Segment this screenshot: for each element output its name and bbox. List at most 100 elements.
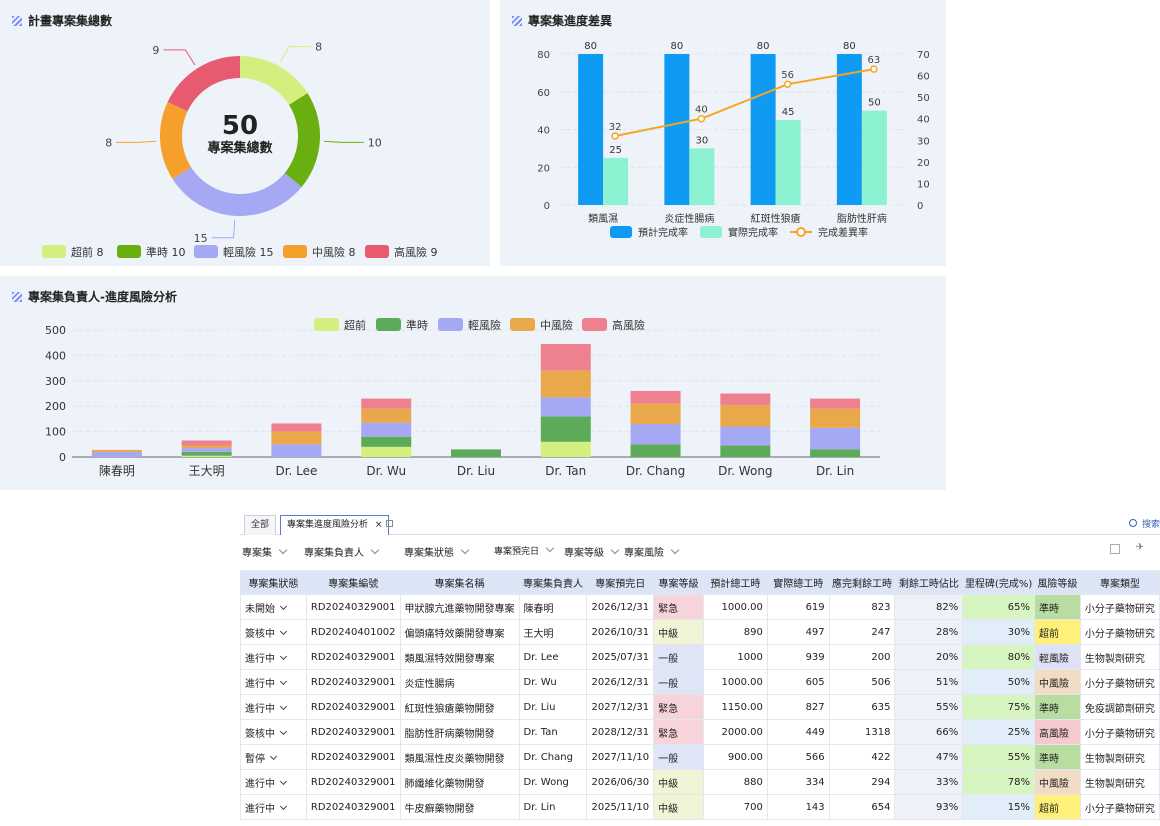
legend-swatch[interactable] [117,245,141,258]
table-row[interactable]: 未開始 RD20240329001 甲狀腺亢進藥物開發專案 陳春明 2026/12/31… [240,594,1160,620]
legend-swatch[interactable] [610,226,632,238]
table-row[interactable]: 進行中 RD20240329001 類風濕特效開發專案 Dr. Lee 2025/07/… [240,644,1160,670]
stack-segment-2[interactable] [540,397,591,417]
legend-swatch[interactable] [283,245,307,258]
chevron-down-icon[interactable] [279,627,288,635]
chevron-down-icon[interactable] [279,727,288,735]
table-row[interactable]: 簽核中 RD20240329001 脂肪性肝病藥物開發 Dr. Tan 2028/12/… [240,719,1160,745]
column-header[interactable]: 預計總工時 [702,570,768,595]
legend-swatch[interactable] [194,245,218,258]
stack-segment-3[interactable] [361,408,412,423]
donut-slice-4[interactable] [167,56,240,112]
filter-risk[interactable]: 專案風險 [624,544,680,559]
close-icon[interactable]: × [374,520,383,530]
stack-segment-0[interactable] [181,455,232,457]
column-header[interactable]: 剩餘工時佔比 [894,570,964,595]
tab-all[interactable]: 全部 [244,515,277,535]
table-row[interactable]: 進行中 RD20240329001 紅斑性狼瘡藥物開發 Dr. Liu 2027/12/… [240,694,1160,720]
search-button[interactable]: 搜索 [1129,517,1160,530]
bar-1[interactable] [603,157,629,205]
column-header[interactable]: 專案集名稱 [399,570,520,595]
stack-segment-4[interactable] [810,398,861,409]
stack-segment-3[interactable] [540,370,591,398]
stack-segment-2[interactable] [361,422,412,437]
line-point[interactable] [611,132,619,140]
chevron-down-icon[interactable] [269,752,278,760]
column-header[interactable]: 專案集狀態 [240,570,307,595]
stack-segment-0[interactable] [361,446,412,457]
donut-slice-1[interactable] [284,93,320,187]
chevron-down-icon[interactable] [279,652,288,660]
donut-slice-3[interactable] [160,101,192,179]
stack-segment-1[interactable] [810,449,861,457]
column-header[interactable]: 里程碑(完成%) [962,570,1035,595]
table-cell[interactable]: 簽核中 [240,719,307,745]
stack-segment-4[interactable] [540,343,591,371]
table-cell[interactable]: 進行中 [240,694,307,720]
chevron-down-icon[interactable] [279,602,288,610]
stack-segment-2[interactable] [810,427,861,450]
legend-swatch[interactable] [365,245,389,258]
table-cell[interactable]: 進行中 [240,794,307,820]
bar-1[interactable] [775,120,801,205]
table-row[interactable]: 進行中 RD20240329001 炎症性腸病 Dr. Wu 2026/12/31 一般 1… [240,669,1160,695]
line-point[interactable] [697,114,706,123]
table-cell[interactable]: 進行中 [240,644,307,670]
expand-icon[interactable] [1110,544,1120,554]
stack-segment-4[interactable] [271,423,322,432]
table-row[interactable]: 暫停 RD20240329001 類風濕性皮炎藥物開發 Dr. Chang 2027/1… [240,744,1160,770]
stack-segment-3[interactable] [720,404,771,427]
legend-swatch[interactable] [42,245,66,258]
filter-level[interactable]: 專案等級 [564,544,620,559]
stack-segment-4[interactable] [361,398,412,409]
table-cell[interactable]: 暫停 [240,744,307,770]
line-point[interactable] [870,65,878,73]
pin-icon[interactable]: ✈ [1135,542,1144,553]
legend-swatch[interactable] [314,318,339,331]
column-header[interactable]: 專案等級 [653,570,704,595]
chevron-down-icon[interactable] [279,802,288,810]
stack-segment-1[interactable] [181,451,232,456]
tab-progress-risk[interactable]: 專案集進度風險分析 × [280,515,390,535]
stack-segment-2[interactable] [181,448,232,452]
table-cell[interactable]: 進行中 [240,669,307,695]
stack-segment-3[interactable] [181,445,232,449]
column-header[interactable]: 專案集編號 [305,570,401,595]
bar-1[interactable] [861,110,887,205]
pin-tab-icon[interactable] [386,520,393,527]
stack-segment-1[interactable] [451,449,501,457]
stack-segment-1[interactable] [361,436,412,447]
chevron-down-icon[interactable] [279,702,288,710]
stack-segment-3[interactable] [630,403,681,424]
legend-swatch[interactable] [376,318,401,331]
table-cell[interactable]: 簽核中 [240,619,307,645]
stack-segment-2[interactable] [630,423,681,445]
stack-segment-3[interactable] [91,449,142,452]
filter-owner[interactable]: 專案集負責人 [304,544,380,559]
column-header[interactable]: 風險等級 [1033,570,1081,595]
bar-1[interactable] [689,148,715,205]
bar-0[interactable] [664,54,690,205]
stack-segment-4[interactable] [720,393,771,405]
column-header[interactable]: 應完剩餘工時 [828,570,896,595]
stack-segment-2[interactable] [271,444,322,457]
stack-segment-4[interactable] [630,390,681,404]
bar-0[interactable] [578,54,604,205]
stack-segment-0[interactable] [540,441,591,457]
filter-due-date[interactable]: 專案預完日 [494,543,555,557]
table-cell[interactable]: 未開始 [240,594,307,620]
donut-slice-0[interactable] [240,56,308,105]
donut-slice-2[interactable] [172,167,302,216]
column-header[interactable]: 專案類型 [1079,570,1160,595]
stack-segment-3[interactable] [271,431,322,445]
stack-segment-3[interactable] [810,408,861,428]
chevron-down-icon[interactable] [279,677,288,685]
line-point[interactable] [783,80,792,88]
stack-segment-1[interactable] [630,444,681,457]
table-cell[interactable]: 進行中 [240,769,307,795]
stack-segment-2[interactable] [91,451,142,457]
stack-segment-1[interactable] [540,416,591,442]
chevron-down-icon[interactable] [279,777,288,785]
column-header[interactable]: 專案預完日 [586,570,655,595]
table-row[interactable]: 簽核中 RD20240401002 偏頭痛特效藥開發專案 王大明 2026/10/31 中… [240,619,1160,645]
